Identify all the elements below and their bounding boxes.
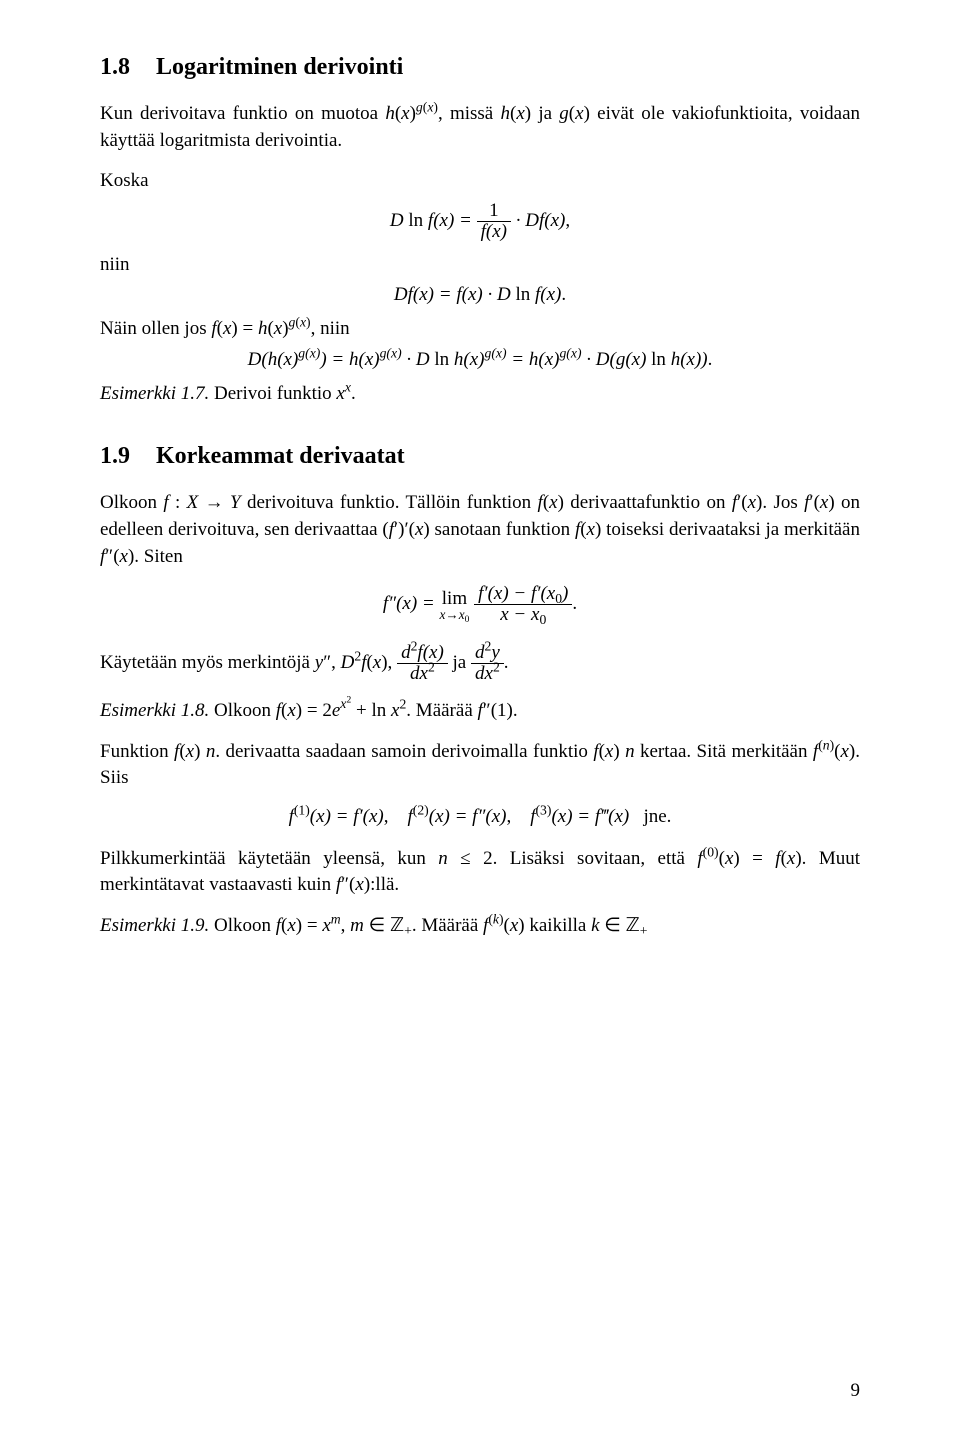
- section-1-8-number: 1.8: [100, 54, 130, 81]
- sec18-koska: Koska: [100, 168, 860, 195]
- section-1-9-number: 1.9: [100, 443, 130, 470]
- section-1-9-heading: 1.9 Korkeammat derivaatat: [100, 443, 860, 470]
- section-1-8-heading: 1.8 Logaritminen derivointi: [100, 54, 860, 81]
- sec18-eq1: D ln f(x) = 1f(x) · Df(x),: [100, 201, 860, 242]
- sec19-para1: Olkoon f : X → Y derivoituva funktio. Tä…: [100, 490, 860, 570]
- section-1-9-title: Korkeammat derivaatat: [156, 443, 405, 469]
- esimerkki-1-8-label: Esimerkki 1.8.: [100, 700, 209, 721]
- esimerkki-1-8: Esimerkki 1.8. Olkoon f(x) = 2ex2 + ln x…: [100, 698, 860, 725]
- esimerkki-1-7-label: Esimerkki 1.7.: [100, 383, 209, 404]
- esimerkki-1-9: Esimerkki 1.9. Olkoon f(x) = xm, m ∈ ℤ+.…: [100, 913, 860, 940]
- sec19-para4: Pilkkumerkintää käytetään yleensä, kun n…: [100, 846, 860, 899]
- sec19-para2: Käytetään myös merkintöjä y″, D2f(x), d2…: [100, 643, 860, 684]
- sec18-para1: Kun derivoitava funktio on muotoa h(x)g(…: [100, 101, 860, 154]
- section-1-8-title: Logaritminen derivointi: [156, 54, 403, 80]
- sec18-niin: niin: [100, 252, 860, 279]
- sec19-eq-fpp: f″(x) = lim x→x0 f′(x) − f′(x0) x − x0 .: [100, 584, 860, 625]
- sec18-eq2: Df(x) = f(x) · D ln f(x).: [100, 284, 860, 306]
- sec19-eq-series: f(1)(x) = f′(x), f(2)(x) = f″(x), f(3)(x…: [100, 806, 860, 828]
- sec18-para2: Näin ollen jos f(x) = h(x)g(x), niin: [100, 316, 860, 343]
- sec18-eq3: D(h(x)g(x)) = h(x)g(x) · D ln h(x)g(x) =…: [100, 349, 860, 371]
- esimerkki-1-7: Esimerkki 1.7. Derivoi funktio xx.: [100, 381, 860, 408]
- esimerkki-1-9-label: Esimerkki 1.9.: [100, 915, 209, 936]
- page: 1.8 Logaritminen derivointi Kun derivoita…: [0, 0, 960, 1440]
- sec19-para3: Funktion f(x) n. derivaatta saadaan samo…: [100, 739, 860, 792]
- page-number: 9: [851, 1380, 861, 1402]
